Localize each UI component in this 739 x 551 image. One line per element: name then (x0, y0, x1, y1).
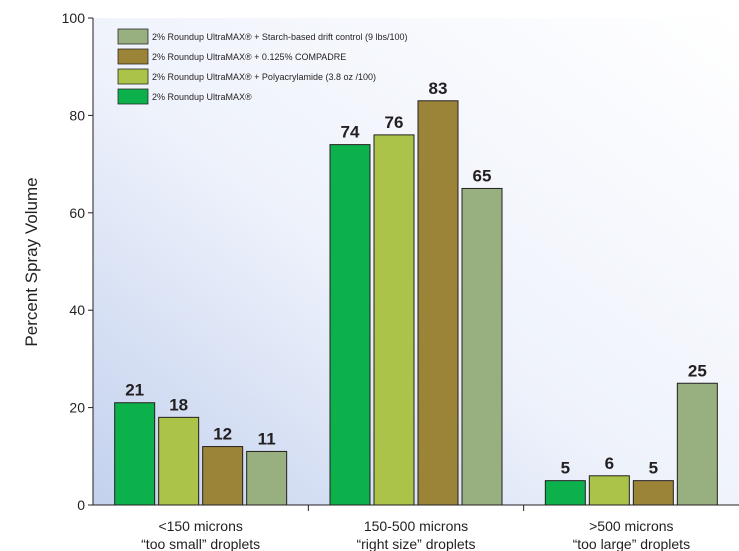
bar (246, 450, 288, 506)
bar (544, 480, 586, 506)
x-category-label: 150-500 microns (364, 518, 468, 534)
data-label: 76 (385, 113, 404, 132)
data-label: 6 (605, 454, 614, 473)
x-category-label: “too large” droplets (573, 536, 691, 551)
bar (417, 100, 459, 506)
legend-label: 2% Roundup UltraMAX® + 0.125% COMPADRE (152, 52, 346, 62)
data-label: 11 (258, 429, 276, 448)
legend: 2% Roundup UltraMAX® + Starch-based drif… (117, 28, 408, 105)
bar (676, 382, 718, 506)
data-label: 5 (649, 459, 658, 478)
bar (461, 187, 503, 506)
data-label: 18 (169, 395, 188, 414)
bar (158, 416, 200, 506)
data-label: 21 (125, 381, 144, 400)
legend-swatch (117, 28, 149, 45)
legend-swatch (117, 68, 149, 85)
y-tick-label: 0 (77, 497, 85, 513)
y-tick-label: 40 (69, 302, 85, 318)
bar (202, 446, 244, 506)
legend-label: 2% Roundup UltraMAX® (152, 92, 252, 102)
x-category-label: <150 microns (158, 518, 242, 534)
bar (114, 402, 156, 506)
data-label: 65 (473, 166, 492, 185)
plot-background (93, 18, 739, 505)
x-category-label: >500 microns (589, 518, 673, 534)
axes: 0 20 40 60 80 100 <150 microns “too small” drop… (62, 10, 739, 551)
legend-swatch (117, 88, 149, 105)
y-tick-label: 100 (62, 10, 86, 26)
legend-swatch (117, 48, 149, 65)
legend-label: 2% Roundup UltraMAX® + Starch-based drif… (152, 32, 408, 42)
y-tick-label: 60 (69, 205, 85, 221)
bar (588, 475, 630, 506)
data-label: 25 (688, 361, 707, 380)
data-label: 74 (341, 123, 360, 142)
y-axis-label: Percent Spray Volume (22, 177, 41, 346)
bar (373, 134, 415, 506)
y-tick-label: 80 (69, 107, 85, 123)
data-label: 83 (429, 79, 448, 98)
y-tick-label: 20 (69, 400, 85, 416)
bar (329, 144, 371, 506)
legend-label: 2% Roundup UltraMAX® + Polyacrylamide (3… (152, 72, 376, 82)
x-category-label: “right size” droplets (356, 536, 475, 551)
bar (632, 480, 674, 506)
x-category-label: “too small” droplets (141, 536, 260, 551)
data-label: 5 (561, 459, 570, 478)
data-label: 12 (213, 425, 232, 444)
